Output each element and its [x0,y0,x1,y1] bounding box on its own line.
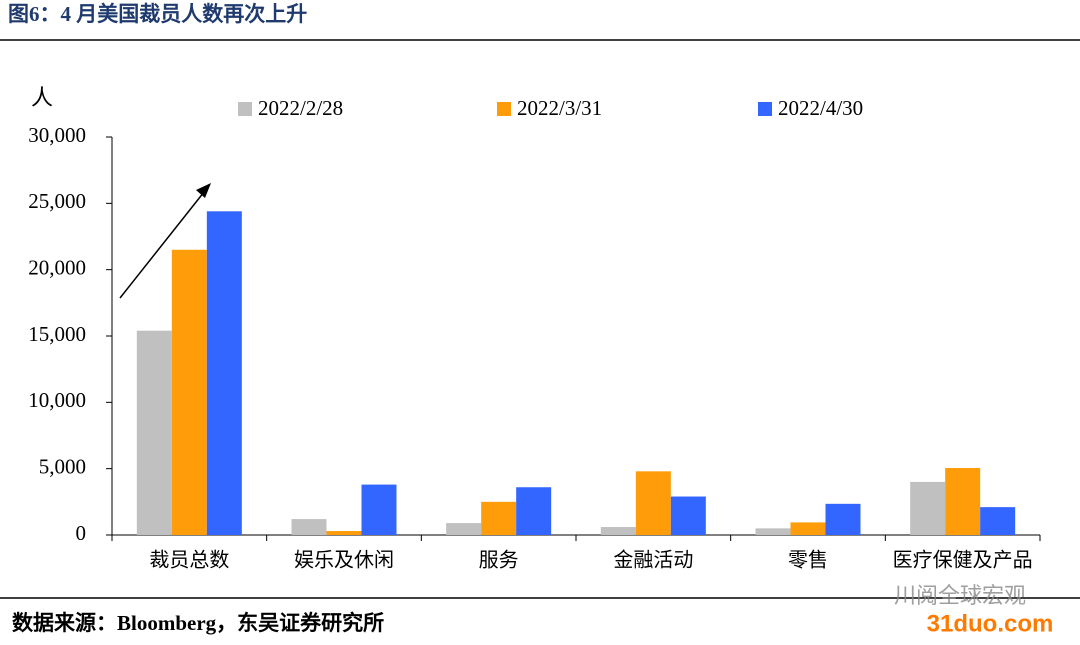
arrow-head [196,183,211,198]
bar [825,503,861,535]
y-tick-label: 0 [76,521,87,545]
x-tick-label: 零售 [788,549,828,572]
bar [291,519,327,535]
bar [755,528,791,535]
watermark: 川阅全球宏观 [894,583,1026,608]
bar [635,471,671,535]
source: 数据来源：Bloomberg，东吴证券研究所 [12,611,384,635]
x-tick-label: 金融活动 [613,549,693,572]
legend-swatch [497,102,511,116]
bar [790,522,826,535]
bar [670,496,706,535]
bar [980,507,1016,535]
y-tick-label: 15,000 [28,322,86,346]
y-tick-label: 20,000 [28,255,86,279]
x-tick-label: 医疗保健及产品 [893,549,1033,572]
bar [326,531,362,535]
y-tick-label: 10,000 [28,388,86,412]
bar [206,211,242,535]
bar [361,484,397,535]
legend-swatch [758,102,772,116]
figure-title: 图6：4 月美国裁员人数再次上升 [8,2,307,26]
y-tick-label: 5,000 [39,454,86,478]
bar [600,527,636,535]
bar [945,468,981,535]
trend-arrow [119,186,209,299]
watermark: 31duo.com [927,610,1054,637]
y-unit: 人 [31,85,53,110]
legend-swatch [238,102,252,116]
y-tick-label: 25,000 [28,189,86,213]
x-tick-label: 裁员总数 [149,549,229,572]
bar [481,501,517,535]
bar [516,487,552,535]
x-tick-label: 娱乐及休闲 [294,549,394,572]
bar [171,249,207,535]
bar [136,330,172,535]
legend-label: 2022/2/28 [258,96,343,120]
legend-label: 2022/4/30 [778,96,863,120]
legend-label: 2022/3/31 [517,96,602,120]
bar [446,523,482,535]
y-tick-label: 30,000 [28,123,86,147]
bar [910,481,946,535]
x-tick-label: 服务 [479,549,519,572]
